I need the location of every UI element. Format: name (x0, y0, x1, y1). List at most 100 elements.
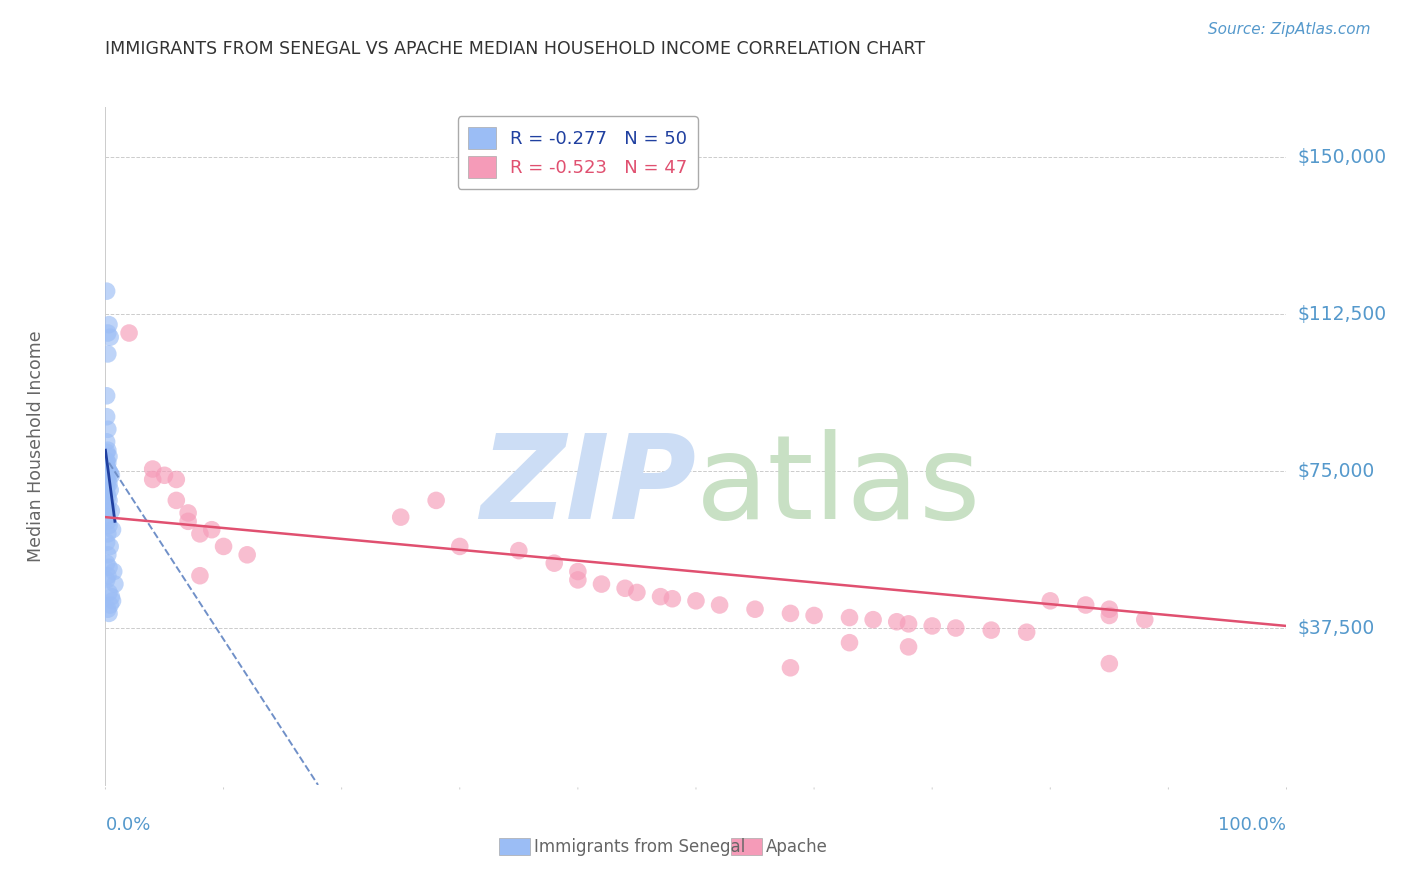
Text: 100.0%: 100.0% (1219, 815, 1286, 833)
Point (1133, 613, 1156, 627)
Point (98, 476, 121, 491)
Point (97, 326, 120, 340)
Point (98, 607, 121, 621)
Text: atlas: atlas (696, 429, 981, 544)
Text: Immigrants from Senegal: Immigrants from Senegal (534, 838, 745, 855)
Text: $75,000: $75,000 (1298, 461, 1375, 481)
Point (96, 458, 118, 472)
Point (177, 514, 200, 528)
Point (98, 518, 121, 533)
Point (177, 506, 200, 520)
Text: Median Household Income: Median Household Income (27, 330, 45, 562)
Point (98, 450, 121, 464)
Point (980, 623, 1002, 637)
Point (96, 510, 118, 524)
Point (389, 510, 412, 524)
Point (188, 568, 211, 582)
Point (103, 565, 125, 579)
Point (118, 326, 141, 340)
Point (945, 621, 967, 635)
Point (1074, 598, 1097, 612)
Legend: R = -0.277   N = 50, R = -0.523   N = 47: R = -0.277 N = 50, R = -0.523 N = 47 (457, 116, 699, 189)
Point (142, 473, 165, 487)
Point (101, 594, 124, 608)
Point (97, 527, 120, 541)
Point (543, 556, 565, 570)
Point (236, 548, 259, 562)
Point (661, 591, 683, 606)
Point (567, 573, 589, 587)
Point (96, 409, 118, 424)
Point (96, 498, 118, 512)
Text: Apache: Apache (766, 838, 828, 855)
Point (96, 485, 118, 500)
Point (165, 473, 187, 487)
Point (188, 527, 211, 541)
Point (101, 523, 124, 537)
Point (838, 610, 860, 624)
Point (508, 543, 530, 558)
Point (98, 598, 121, 612)
Point (614, 582, 637, 596)
Point (98, 585, 121, 599)
Point (96, 573, 118, 587)
Point (1039, 594, 1062, 608)
Point (96, 473, 118, 487)
Text: $37,500: $37,500 (1298, 618, 1375, 638)
Point (862, 613, 884, 627)
Point (838, 635, 860, 649)
Point (650, 590, 672, 604)
Point (96, 389, 118, 403)
Text: 0.0%: 0.0% (105, 815, 150, 833)
Point (96, 556, 118, 570)
Point (886, 615, 908, 629)
Point (97, 422, 120, 436)
Text: IMMIGRANTS FROM SENEGAL VS APACHE MEDIAN HOUSEHOLD INCOME CORRELATION CHART: IMMIGRANTS FROM SENEGAL VS APACHE MEDIAN… (105, 40, 925, 58)
Point (100, 504, 122, 518)
Point (98, 330, 121, 344)
Text: ZIP: ZIP (479, 429, 696, 544)
Point (97, 501, 120, 516)
Point (153, 468, 176, 483)
Point (626, 585, 648, 599)
Point (97, 347, 120, 361)
Point (142, 462, 165, 476)
Point (803, 608, 825, 623)
Point (100, 468, 122, 483)
Point (591, 577, 613, 591)
Point (98, 318, 121, 332)
Point (709, 598, 731, 612)
Point (779, 607, 801, 621)
Point (897, 640, 920, 654)
Point (97, 489, 120, 503)
Point (779, 661, 801, 675)
Point (96, 481, 118, 495)
Point (744, 602, 766, 616)
Point (97, 548, 120, 562)
Point (1098, 657, 1121, 671)
Point (685, 594, 707, 608)
Point (97, 462, 120, 476)
Point (96, 535, 118, 549)
Point (212, 540, 235, 554)
Point (100, 590, 122, 604)
Point (567, 565, 589, 579)
Point (96, 434, 118, 449)
Point (921, 619, 943, 633)
Point (98, 464, 121, 478)
Point (97, 602, 120, 616)
Point (201, 523, 224, 537)
Point (97, 514, 120, 528)
Text: $112,500: $112,500 (1298, 305, 1386, 324)
Point (96, 445, 118, 459)
Point (165, 493, 187, 508)
Point (97, 568, 120, 582)
Point (897, 616, 920, 631)
Point (98, 493, 121, 508)
Point (98, 560, 121, 574)
Point (1098, 608, 1121, 623)
Point (98, 483, 121, 497)
Point (1015, 625, 1038, 640)
Text: $150,000: $150,000 (1298, 148, 1386, 167)
Point (98, 540, 121, 554)
